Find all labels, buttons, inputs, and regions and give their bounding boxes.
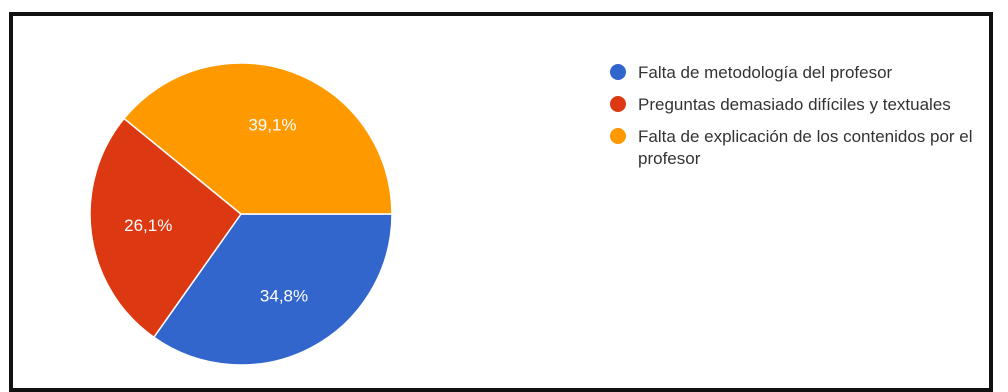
pie-chart: 34,8% 26,1% 39,1% [89,62,393,366]
pie-slice-1 [89,117,243,339]
pie-slice-0 [152,213,393,366]
pie-slice-label-2: 39,1% [248,115,296,134]
legend-swatch-icon [610,128,626,144]
legend-item-2: Falta de explicación de los contenidos p… [610,126,990,170]
legend-label: Falta de explicación de los contenidos p… [638,127,973,168]
chart-legend: Falta de metodología del profesor Pregunt… [610,62,990,180]
legend-label: Falta de metodología del profesor [638,63,893,82]
legend-swatch-icon [610,96,626,112]
pie-slices [89,62,393,366]
legend-item-1: Preguntas demasiado difíciles y textuale… [610,94,990,116]
legend-label: Preguntas demasiado difíciles y textuale… [638,95,951,114]
pie-slice-2 [122,62,393,215]
pie-slice-label-0: 34,8% [260,287,308,306]
pie-labels: 34,8% 26,1% 39,1% [124,115,308,305]
legend-item-0: Falta de metodología del profesor [610,62,990,84]
pie-slice-label-1: 26,1% [124,216,172,235]
legend-swatch-icon [610,64,626,80]
